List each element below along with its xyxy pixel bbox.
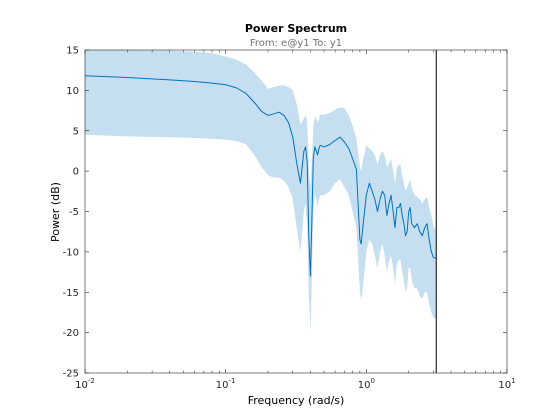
confidence-band bbox=[85, 50, 437, 333]
x-tick-label: 10-1 bbox=[216, 377, 236, 391]
confidence-band-layer bbox=[85, 50, 437, 333]
y-axis-label: Power (dB) bbox=[49, 182, 62, 242]
y-tick-label: -10 bbox=[63, 247, 79, 258]
y-tick-label: 5 bbox=[73, 126, 79, 137]
y-tick-label: 15 bbox=[66, 46, 79, 57]
y-tick-label: -20 bbox=[63, 328, 79, 339]
y-tick-label: 0 bbox=[73, 167, 79, 178]
y-tick-label: -25 bbox=[63, 369, 79, 380]
x-tick-label: 101 bbox=[498, 377, 515, 391]
x-tick-label: 10-2 bbox=[75, 377, 95, 391]
y-tick-label: -5 bbox=[69, 207, 79, 218]
series-line-layer bbox=[84, 75, 437, 277]
x-tick-label: 100 bbox=[358, 377, 375, 391]
chart-subtitle: From: e@y1 To: y1 bbox=[250, 38, 342, 49]
x-axis-label: Frequency (rad/s) bbox=[248, 394, 345, 407]
series-line bbox=[84, 75, 437, 277]
x-axis-ticks: 10-2 10-1 100 101 bbox=[75, 50, 516, 391]
y-axis-ticks: 15 10 5 0 -5 -10 -15 -20 -25 bbox=[63, 46, 507, 380]
y-tick-label: 10 bbox=[66, 86, 79, 97]
y-tick-label: -15 bbox=[63, 288, 79, 299]
chart-title: Power Spectrum bbox=[245, 22, 347, 35]
